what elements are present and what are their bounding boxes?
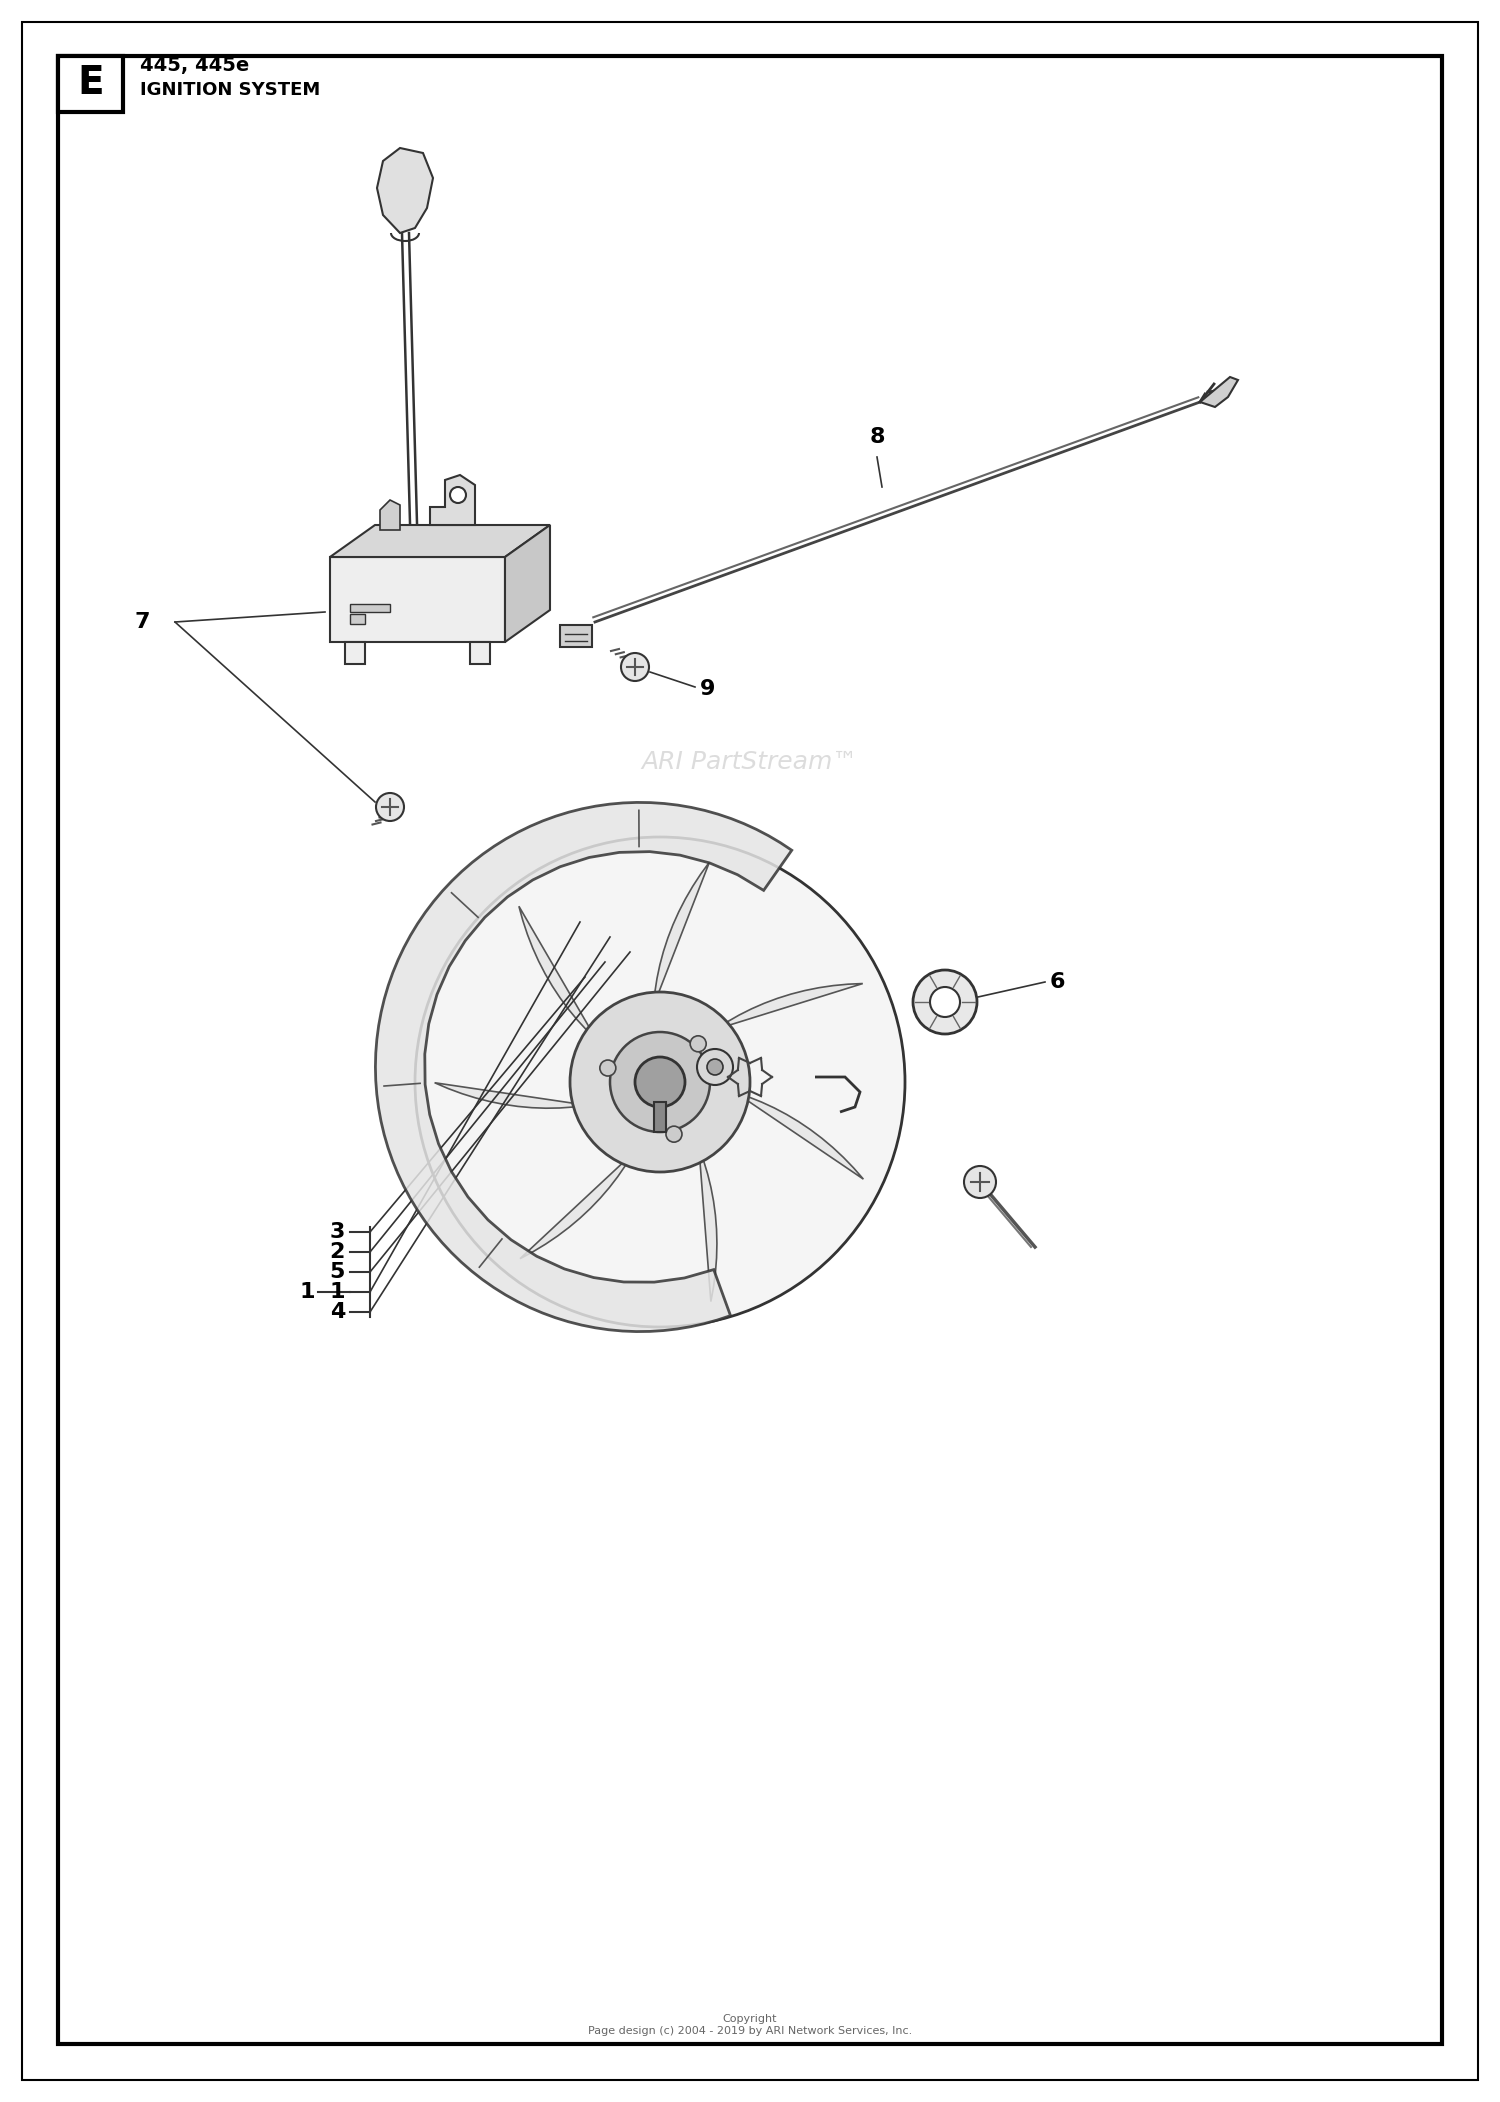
Text: Copyright: Copyright bbox=[723, 2014, 777, 2024]
Text: 445, 445e: 445, 445e bbox=[140, 57, 249, 76]
Circle shape bbox=[570, 992, 750, 1173]
Circle shape bbox=[964, 1167, 996, 1198]
Polygon shape bbox=[654, 862, 722, 1036]
Circle shape bbox=[666, 1127, 682, 1141]
Circle shape bbox=[706, 1059, 723, 1074]
Polygon shape bbox=[380, 500, 400, 530]
Text: 1: 1 bbox=[330, 1282, 345, 1301]
Circle shape bbox=[450, 488, 466, 502]
Polygon shape bbox=[330, 526, 550, 557]
Circle shape bbox=[600, 1059, 616, 1076]
Bar bbox=[58, 57, 123, 111]
Bar bbox=[350, 603, 390, 612]
Polygon shape bbox=[716, 984, 862, 1101]
Circle shape bbox=[376, 792, 404, 822]
Text: 8: 8 bbox=[870, 427, 885, 448]
Polygon shape bbox=[430, 475, 476, 526]
Text: 3: 3 bbox=[330, 1221, 345, 1242]
Circle shape bbox=[930, 988, 960, 1017]
Circle shape bbox=[621, 654, 650, 681]
Circle shape bbox=[914, 969, 976, 1034]
Text: 6: 6 bbox=[1050, 971, 1065, 992]
Circle shape bbox=[610, 1032, 710, 1133]
Text: 7: 7 bbox=[135, 612, 150, 633]
Circle shape bbox=[634, 1057, 686, 1108]
Text: 2: 2 bbox=[330, 1242, 345, 1261]
Text: Page design (c) 2004 - 2019 by ARI Network Services, Inc.: Page design (c) 2004 - 2019 by ARI Netwo… bbox=[588, 2026, 912, 2037]
Text: 1: 1 bbox=[300, 1282, 315, 1301]
Polygon shape bbox=[624, 1148, 717, 1301]
Polygon shape bbox=[376, 147, 433, 233]
Circle shape bbox=[690, 1036, 706, 1051]
Bar bbox=[350, 614, 364, 624]
Polygon shape bbox=[1200, 376, 1237, 408]
Circle shape bbox=[698, 1049, 734, 1085]
Polygon shape bbox=[435, 1032, 602, 1108]
Polygon shape bbox=[519, 906, 663, 1040]
Text: 5: 5 bbox=[330, 1261, 345, 1282]
Polygon shape bbox=[506, 526, 550, 641]
Text: 4: 4 bbox=[330, 1301, 345, 1322]
Polygon shape bbox=[520, 1097, 633, 1259]
Polygon shape bbox=[690, 1093, 864, 1179]
Polygon shape bbox=[375, 803, 792, 1331]
Circle shape bbox=[416, 837, 904, 1326]
Polygon shape bbox=[330, 557, 506, 641]
Text: E: E bbox=[78, 63, 105, 103]
Text: IGNITION SYSTEM: IGNITION SYSTEM bbox=[140, 82, 321, 99]
Text: ARI PartStream™: ARI PartStream™ bbox=[642, 750, 858, 774]
Text: 9: 9 bbox=[700, 679, 715, 700]
Bar bbox=[560, 624, 592, 647]
Bar bbox=[654, 1101, 666, 1133]
Bar bbox=[345, 641, 364, 664]
Bar bbox=[470, 641, 490, 664]
